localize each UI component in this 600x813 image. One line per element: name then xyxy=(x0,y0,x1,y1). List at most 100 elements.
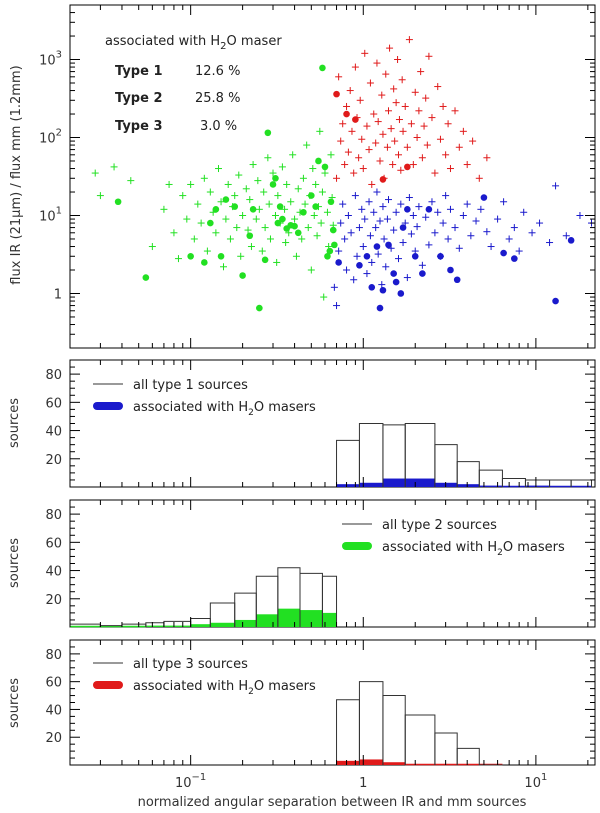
scatter-point-plus xyxy=(431,229,439,237)
scatter-point-plus xyxy=(269,169,277,177)
scatter-point-plus xyxy=(247,243,255,251)
x-tick-label: 1 xyxy=(359,776,367,791)
y-tick-label-base: 10 xyxy=(39,54,56,69)
scatter-point-maser xyxy=(276,203,284,210)
all-sources-bar xyxy=(358,681,384,765)
y-tick-label: 80 xyxy=(45,508,62,523)
scatter-point-plus xyxy=(562,232,570,240)
y-tick-label-base: 10 xyxy=(39,209,56,224)
scatter-point-plus xyxy=(423,141,431,149)
scatter-point-plus xyxy=(318,188,326,196)
x-tick-label-exp: −1 xyxy=(192,772,207,783)
scatter-point-plus xyxy=(382,263,390,271)
scatter-point-plus xyxy=(291,215,299,223)
scatter-point-plus xyxy=(190,235,198,243)
annotation-text: associated with H2O maser xyxy=(105,34,282,52)
scatter-point-plus xyxy=(536,219,544,227)
scatter-point-plus xyxy=(281,205,289,213)
scatter-point-plus xyxy=(237,252,245,260)
scatter-point-maser xyxy=(294,229,302,237)
scatter-point-plus xyxy=(313,232,321,240)
scatter-point-plus xyxy=(395,116,403,124)
scatter-point-plus xyxy=(344,148,352,156)
x-tick-label: 10−1 xyxy=(175,772,206,791)
scatter-point-plus xyxy=(434,208,442,216)
scatter-point-plus xyxy=(407,230,415,238)
scatter-point-maser xyxy=(269,181,277,188)
scatter-point-plus xyxy=(407,120,415,128)
scatter-point-plus xyxy=(304,224,312,232)
scatter-point-plus xyxy=(274,192,282,200)
scatter-point-plus xyxy=(403,143,411,151)
scatter-point-maser xyxy=(331,241,338,249)
scatter-point-plus xyxy=(390,226,398,234)
scatter-point-plus xyxy=(273,258,281,266)
scatter-legend: Type 1 12.6 % Type 2 25.8 % Type 3 3.0 % xyxy=(115,64,240,134)
scatter-point-plus xyxy=(206,188,214,196)
scatter-point-maser xyxy=(279,215,286,223)
scatter-point-plus xyxy=(420,122,428,130)
scatter-point-plus xyxy=(212,229,220,237)
all-sources-bar xyxy=(501,478,526,487)
y-tick-label: 20 xyxy=(45,593,62,608)
scatter-point-plus xyxy=(292,252,300,260)
hist2-frame xyxy=(69,499,596,628)
scatter-point-plus xyxy=(372,139,380,147)
scatter-point-plus xyxy=(520,208,528,216)
scatter-point-plus xyxy=(165,180,173,188)
scatter-point-plus xyxy=(368,180,376,188)
scatter-point-maser xyxy=(142,274,150,281)
scatter-point-plus xyxy=(261,224,269,232)
scatter-point-plus xyxy=(392,99,400,107)
maser-bar xyxy=(145,625,164,627)
scatter-point-plus xyxy=(428,114,436,122)
maser-bar xyxy=(210,622,235,627)
scatter-point-plus xyxy=(344,211,352,219)
scatter-point-maser xyxy=(404,206,411,213)
scatter-point-plus xyxy=(348,127,356,135)
legend-type3-value: 3.0 % xyxy=(200,119,237,134)
scatter-point-plus xyxy=(258,247,266,255)
scatter-point-plus xyxy=(359,165,367,173)
scatter-point-plus xyxy=(505,235,513,243)
scatter-point-maser xyxy=(312,203,319,210)
y-tick-label: 1 xyxy=(54,287,62,302)
maser-bar xyxy=(457,484,480,487)
scatter-point-plus xyxy=(431,169,439,177)
scatter-point-plus xyxy=(444,235,452,243)
hist-panel-type3: 20 40 60 80 sources all type 3 sources asso… xyxy=(7,639,596,810)
scatter-point-plus xyxy=(374,118,382,126)
maser-bar xyxy=(382,762,406,765)
scatter-point-plus xyxy=(384,107,392,115)
maser-bar xyxy=(525,485,550,487)
maser-bar xyxy=(322,612,337,627)
scatter-point-plus xyxy=(252,215,260,223)
scatter-point-maser xyxy=(399,224,407,231)
scatter-point-plus xyxy=(439,102,447,110)
scatter-point-plus xyxy=(370,208,378,216)
scatter-point-plus xyxy=(200,174,208,182)
scatter-point-plus xyxy=(415,107,423,115)
maser-bar xyxy=(300,610,323,627)
hist1-ticks: 20 40 60 80 xyxy=(45,360,595,487)
scatter-point-plus xyxy=(394,56,402,64)
scatter-point-maser xyxy=(425,206,433,213)
scatter-point-plus xyxy=(215,165,223,173)
scatter-point-maser xyxy=(356,261,363,269)
scatter-point-plus xyxy=(439,219,447,227)
scatter-point-maser xyxy=(390,270,397,277)
y-tick-label: 60 xyxy=(45,676,62,691)
scatter-point-plus xyxy=(231,192,239,200)
scatter-point-plus xyxy=(194,200,202,208)
all-sources-bar xyxy=(382,695,406,765)
scatter-point-plus xyxy=(356,96,364,104)
scatter-point-plus xyxy=(374,250,382,258)
scatter-point-maser xyxy=(368,284,376,291)
scatter-point-plus xyxy=(343,266,351,274)
scatter-point-plus xyxy=(373,59,381,67)
scatter-point-plus xyxy=(224,180,232,188)
hist2-legend-swatch xyxy=(342,542,372,550)
hist2-ticks: 20 40 60 80 xyxy=(45,500,595,627)
scatter-point-plus xyxy=(323,208,331,216)
